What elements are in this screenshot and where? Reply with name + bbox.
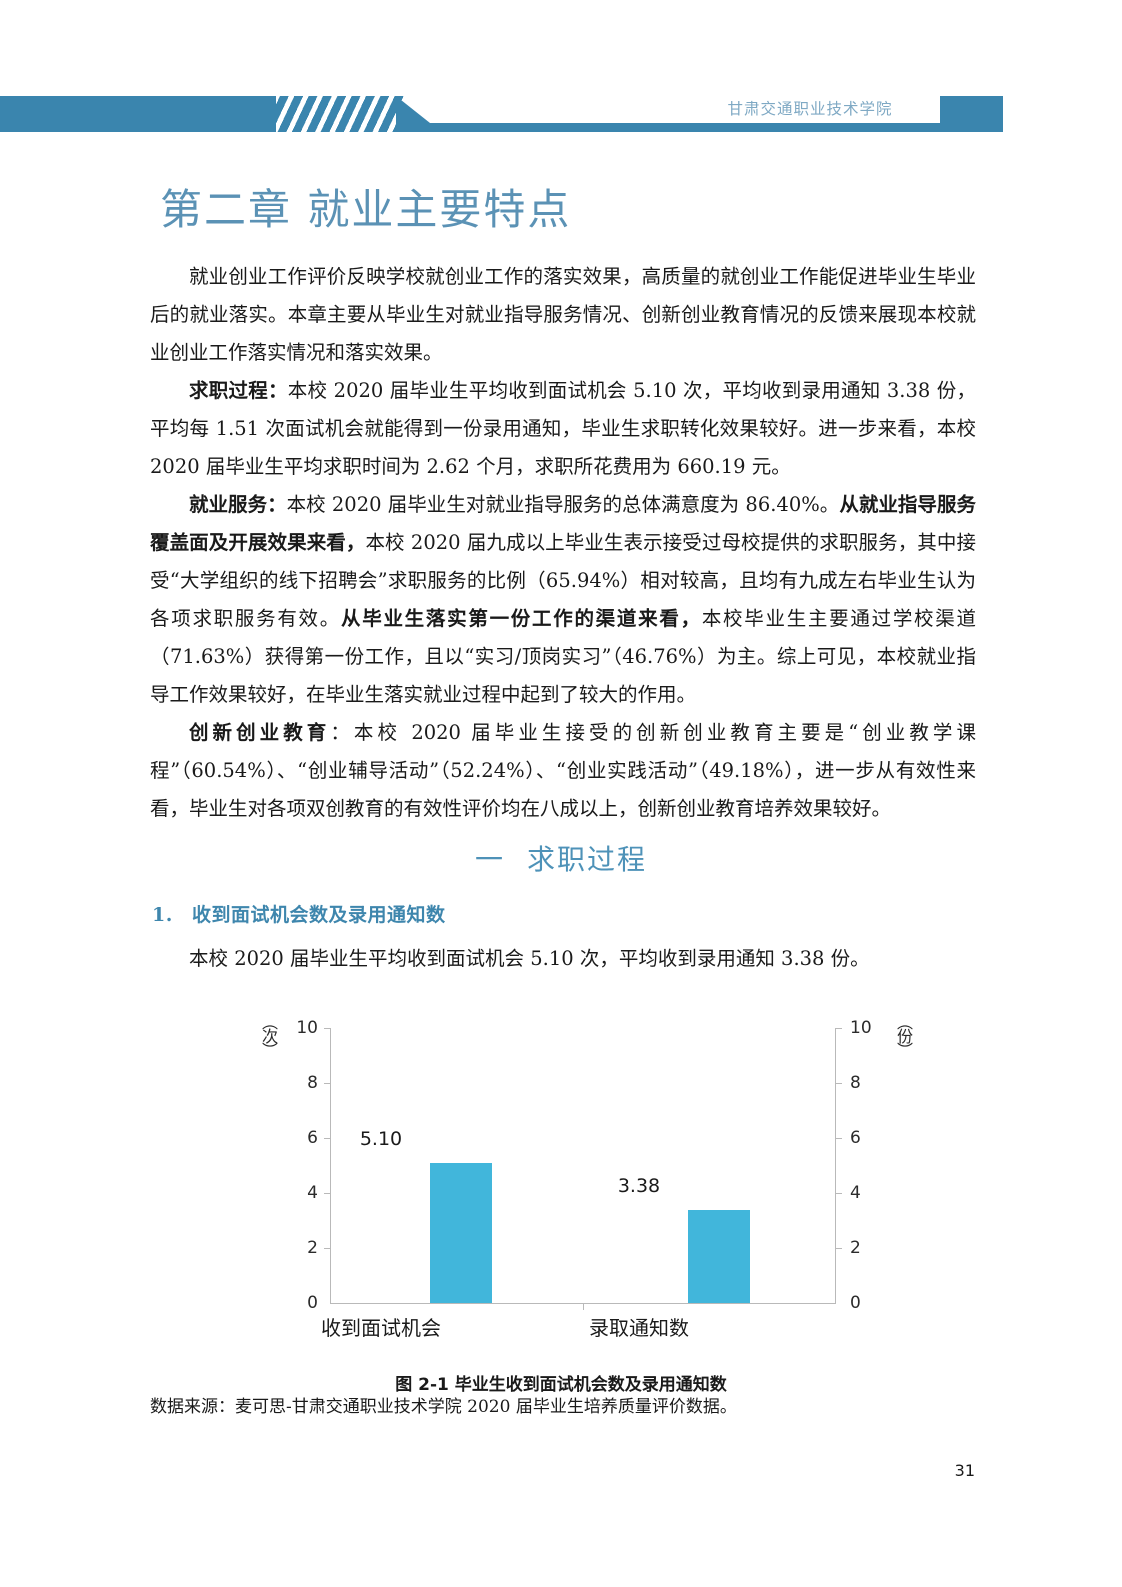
header-right-block-decoration [940, 96, 1003, 132]
paragraph-body-job-search: 本校 2020 届毕业生平均收到面试机会 5.10 次，平均收到录用通知 3.3… [150, 379, 976, 478]
chart-right-tick-6 [836, 1138, 842, 1139]
subsection-title: 收到面试机会数及录用通知数 [192, 904, 446, 926]
chart-left-axis [330, 1028, 331, 1303]
category-label-offer: 录取通知数 [589, 1316, 689, 1340]
chart-right-tick-8 [836, 1083, 842, 1084]
section-heading: 一求职过程 [0, 838, 1122, 878]
chart-left-ylabel-6: 6 [307, 1128, 318, 1148]
paragraph-employment-service-bold-1: 从就业指导服务覆盖面及开展效果来看， [150, 493, 976, 554]
chart-left-tick-8 [324, 1083, 330, 1084]
chart-left-tick-2 [324, 1248, 330, 1249]
chart-left-tick-10 [324, 1028, 330, 1029]
chart-axis-midpoint-tick [583, 1303, 584, 1310]
figure-data-source: 数据来源：麦可思-甘肃交通职业技术学院 2020 届毕业生培养质量评价数据。 [150, 1397, 737, 1417]
paragraph-employment-service-e: 本校毕业生主要通过学校渠道（71.63%）获得第一份工作，且以“实习/顶岗实习”… [150, 607, 976, 706]
paragraph-employment-service-c: 本校 2020 届九成以上毕业生表示接受过母校提供的求职服务，其中接受“大学组织… [150, 531, 976, 630]
header-rule-line-secondary [404, 127, 964, 132]
category-label-interview: 收到面试机会 [321, 1316, 441, 1340]
bar-offer-notices[interactable] [688, 1210, 750, 1303]
bar-interview-opportunities[interactable] [430, 1162, 492, 1303]
header-left-band [0, 96, 282, 132]
paragraph-intro: 就业创业工作评价反映学校就创业工作的落实效果，高质量的就创业工作能促进毕业生毕业… [150, 265, 976, 364]
paragraph-body-innovation-education: ：本校 2020 届毕业生接受的创新创业教育主要是“创业教学课程”（60.54%… [150, 721, 976, 820]
chart-right-ylabel-6: 6 [850, 1128, 861, 1148]
subsection-body-text: 本校 2020 届毕业生平均收到面试机会 5.10 次，平均收到录用通知 3.3… [189, 947, 870, 970]
chart-left-ylabel-10: 10 [296, 1018, 318, 1038]
chart-right-tick-4 [836, 1193, 842, 1194]
header-diagonal-stripes-decoration [276, 96, 404, 132]
subsection-heading: 1. 收到面试机会数及录用通知数 [152, 900, 852, 927]
header-rule-line [404, 123, 964, 127]
paragraph-lead-employment-service: 就业服务： [189, 493, 287, 516]
paragraph-lead-job-search: 求职过程： [189, 379, 288, 402]
chart-left-tick-6 [324, 1138, 330, 1139]
body-text-block: 就业创业工作评价反映学校就创业工作的落实效果，高质量的就创业工作能促进毕业生毕业… [150, 258, 976, 828]
chart-right-tick-2 [836, 1248, 842, 1249]
header-school-name: 甘肃交通职业技术学院 [727, 100, 893, 118]
chart-left-axis-unit: （次） [259, 1014, 278, 1056]
chart-left-ylabel-2: 2 [307, 1238, 318, 1258]
paragraph-employment-service-bold-2: 从毕业生落实第一份工作的渠道来看， [341, 607, 702, 630]
chart-right-ylabel-0: 0 [850, 1293, 861, 1313]
paragraph-lead-innovation-education: 创新创业教育 [189, 721, 331, 744]
chart-right-tick-10 [836, 1028, 842, 1029]
chart-left-ylabel-0: 0 [307, 1293, 318, 1313]
chart-plot-area [330, 1028, 835, 1303]
chart-right-axis-unit: （份） [894, 1014, 913, 1056]
bar-value-label-interview: 5.10 [359, 1128, 403, 1150]
bar-chart-figure: （次） （份） 10 8 6 4 2 0 10 8 6 4 2 0 [250, 1000, 920, 1340]
chart-right-ylabel-10: 10 [850, 1018, 872, 1038]
chart-right-ylabel-4: 4 [850, 1183, 861, 1203]
paragraph-innovation-education: 创新创业教育：本校 2020 届毕业生接受的创新创业教育主要是“创业教学课程”（… [150, 714, 976, 828]
page-number: 31 [954, 1461, 975, 1480]
chart-right-ylabel-8: 8 [850, 1073, 861, 1093]
figure-caption: 图 2-1 毕业生收到面试机会数及录用通知数 [395, 1375, 727, 1395]
section-title: 求职过程 [527, 843, 648, 876]
bar-value-label-offer: 3.38 [617, 1175, 661, 1197]
subsection-number: 1. [152, 904, 173, 926]
chapter-title: 第二章 就业主要特点 [160, 185, 572, 234]
chart-right-axis [835, 1028, 836, 1303]
section-number: 一 [474, 843, 505, 876]
page-header: 甘肃交通职业技术学院 [0, 96, 1003, 132]
paragraph-employment-service: 就业服务：本校 2020 届毕业生对就业指导服务的总体满意度为 86.40%。从… [150, 486, 976, 714]
chart-right-ylabel-2: 2 [850, 1238, 861, 1258]
paragraph-job-search-process: 求职过程：本校 2020 届毕业生平均收到面试机会 5.10 次，平均收到录用通… [150, 372, 976, 486]
chart-left-ylabel-8: 8 [307, 1073, 318, 1093]
paragraph-employment-service-a: 本校 2020 届毕业生对就业指导服务的总体满意度为 86.40%。 [286, 493, 840, 516]
chart-left-ylabel-4: 4 [307, 1183, 318, 1203]
chart-left-tick-4 [324, 1193, 330, 1194]
